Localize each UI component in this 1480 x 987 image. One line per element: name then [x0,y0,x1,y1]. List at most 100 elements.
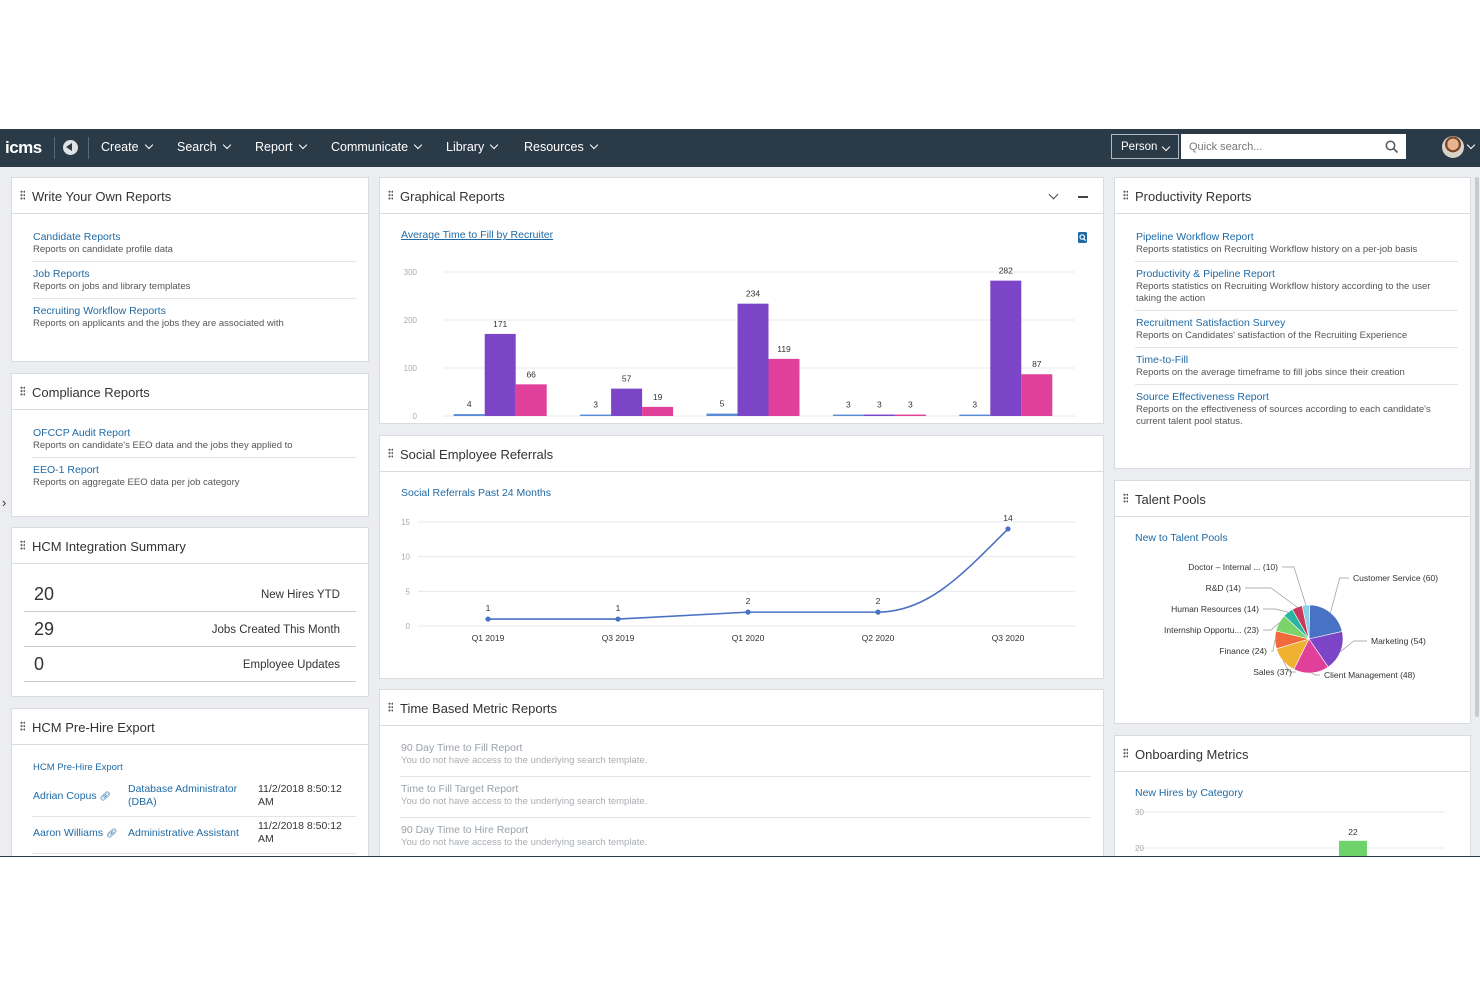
report-link[interactable]: Time-to-Fill [1136,354,1189,366]
drag-handle-icon[interactable] [388,702,393,712]
drag-handle-icon[interactable] [20,721,25,731]
report-description: Reports on jobs and library templates [33,281,191,292]
report-item: Recruiting Workflow Reports Reports on a… [32,299,356,335]
new-hires-bar-chart: 30 20 22 [1135,808,1445,857]
x-tick-label: Q2 2020 [862,633,895,643]
data-label: 66 [526,369,536,379]
report-item: EEO-1 Report Reports on aggregate EEO da… [32,458,356,494]
data-label: 57 [622,374,632,384]
x-tick-label: Q1 2020 [732,633,765,643]
report-link[interactable]: Candidate Reports [33,231,121,243]
collapse-chevron-icon[interactable] [1048,189,1059,200]
report-link[interactable]: Recruitment Satisfaction Survey [1136,317,1286,329]
minimize-icon[interactable] [1078,196,1088,198]
report-link[interactable]: OFCCP Audit Report [33,427,131,439]
menu-library[interactable]: Library [446,140,499,154]
widget-title: Graphical Reports [400,189,505,204]
data-label: 171 [493,319,507,329]
drag-handle-icon[interactable] [1123,493,1128,503]
chart-title-link[interactable]: New to Talent Pools [1135,532,1228,544]
chevron-down-icon [1161,142,1171,152]
prehire-export-link[interactable]: HCM Pre-Hire Export [33,762,123,773]
report-item: Recruitment Satisfaction Survey Reports … [1135,311,1458,348]
export-date: 11/2/2018 8:50:12 AM [258,783,342,808]
y-tick-label: 10 [401,553,410,562]
job-link[interactable]: Administrative Assistant [128,827,239,839]
report-item: Job Reports Reports on jobs and library … [32,262,356,299]
bottom-border [0,856,1480,857]
bar [642,406,674,416]
candidate-link[interactable]: Aaron Williams 🔗︎ [33,827,118,839]
report-description: Reports on the average timeframe to fill… [1136,367,1405,378]
widget-title: HCM Integration Summary [32,539,186,554]
chevron-down-icon [589,140,598,150]
social-referrals-line-chart: 0 5 10 15 1 Q1 2019 1 Q3 2019 2 Q1 2020 2 Q2 2020 14… [401,513,1075,643]
menu-search[interactable]: Search [177,140,231,154]
graphical-reports-widget: Graphical Reports Average Time to Fill b… [379,177,1104,424]
chevron-down-icon [144,140,153,150]
search-type-select[interactable]: Person [1111,134,1179,159]
bar [453,414,485,416]
drag-handle-icon[interactable] [1123,190,1128,200]
quick-search-input[interactable] [1181,134,1406,159]
report-description: Reports on candidate's EEO data and the … [33,440,293,451]
report-link[interactable]: Recruiting Workflow Reports [33,305,166,317]
report-link[interactable]: Productivity & Pipeline Report [1136,268,1275,280]
pie-slice [1308,631,1344,668]
report-link[interactable]: Source Effectiveness Report [1136,391,1269,403]
y-tick-label: 30 [1135,808,1144,817]
user-avatar[interactable] [1442,136,1464,158]
list-item: 90 Day Time to Hire Report You do not ha… [400,818,1091,857]
chart-title-link[interactable]: Social Referrals Past 24 Months [401,487,551,499]
y-tick-label: 5 [406,587,411,596]
y-tick-label: 15 [401,518,410,527]
menu-create[interactable]: Create [101,140,153,154]
report-link[interactable]: EEO-1 Report [33,464,99,476]
chevron-down-icon[interactable] [1466,140,1476,150]
search-icon[interactable] [1385,140,1399,154]
drag-handle-icon[interactable] [1123,748,1128,758]
drag-handle-icon[interactable] [20,540,25,550]
chart-title-link[interactable]: New Hires by Category [1135,787,1243,799]
nav-divider [54,137,55,159]
x-tick-label: Q3 2019 [602,633,635,643]
time-based-metric-reports-widget: Time Based Metric Reports 90 Day Time to… [379,689,1104,857]
report-link[interactable]: Job Reports [33,268,90,280]
y-tick-label: 0 [406,622,411,631]
report-item: Candidate Reports Reports on candidate p… [32,224,356,262]
export-report-icon[interactable] [1077,231,1089,244]
data-point [1005,526,1011,532]
report-item: Source Effectiveness Report Reports on t… [1135,385,1458,433]
time-to-fill-bar-chart: 0100200300Brian Talley417166Chris Miedem… [404,266,1075,421]
nav-divider [88,137,89,159]
summary-row: 0 Employee Updates [24,647,356,682]
chart-title-link[interactable]: Average Time to Fill by Recruiter [401,229,554,241]
menu-resources[interactable]: Resources [524,140,598,154]
summary-value[interactable]: 29 [34,619,55,639]
report-link[interactable]: Pipeline Workflow Report [1136,231,1254,243]
widget-header: Time Based Metric Reports [380,690,1103,726]
drag-handle-icon[interactable] [388,190,393,200]
bar [611,388,643,416]
data-label: 2 [876,596,881,606]
drag-handle-icon[interactable] [388,448,393,458]
icims-logo[interactable]: icms [5,138,42,157]
data-point [485,616,491,622]
page-scrollbar[interactable] [1475,177,1479,717]
summary-value[interactable]: 20 [34,584,55,604]
back-icon[interactable] [63,140,78,155]
access-message: You do not have access to the underlying… [401,755,648,766]
widget-header: Productivity Reports [1115,178,1470,214]
expand-sidebar-icon[interactable]: › [2,495,7,510]
bar [832,414,864,416]
drag-handle-icon[interactable] [20,386,25,396]
drag-handle-icon[interactable] [20,190,25,200]
summary-value[interactable]: 0 [34,654,45,674]
pie-slice [1308,604,1343,640]
job-link[interactable]: Database Administrator (DBA) [128,783,238,808]
menu-report[interactable]: Report [255,140,307,154]
menu-communicate[interactable]: Communicate [331,140,423,154]
candidate-link[interactable]: Adrian Copus 🔗︎ [33,790,111,802]
data-label: 3 [908,400,913,410]
talent-pools-widget: Talent Pools New to Talent Pools Custome… [1114,480,1471,724]
